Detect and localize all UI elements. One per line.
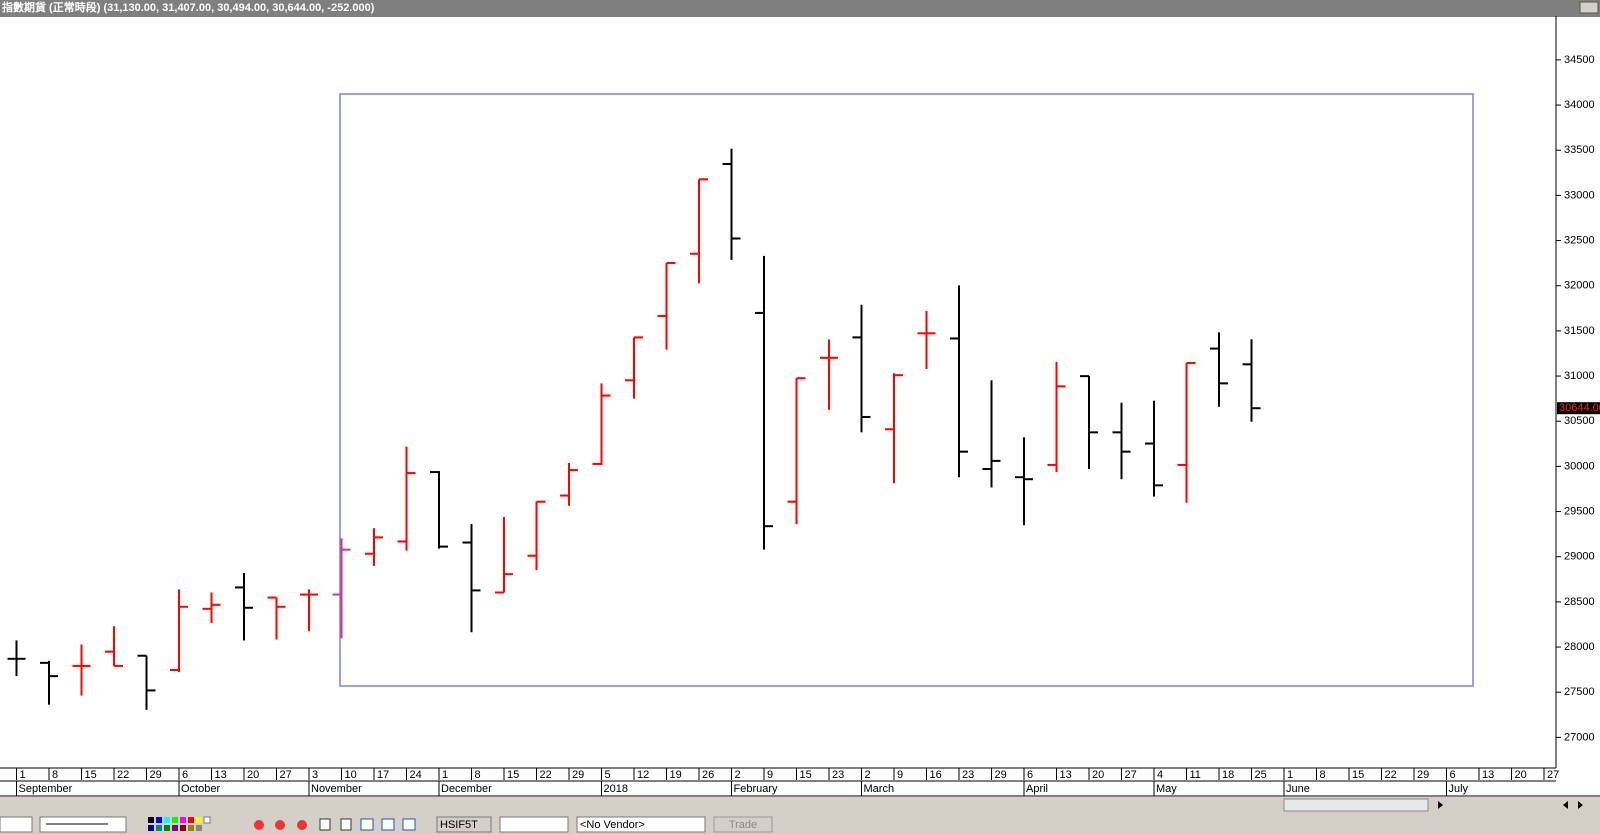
month-label: October [181, 783, 220, 795]
x-tick-label: 29 [995, 769, 1007, 781]
x-tick-label: 25 [1255, 769, 1267, 781]
month-label: 2018 [604, 783, 628, 795]
y-tick-label: 30000 [1564, 460, 1595, 472]
x-tick-label: 2 [865, 769, 871, 781]
y-tick-label: 32000 [1564, 280, 1595, 292]
x-tick-label: 1 [20, 769, 26, 781]
vendor-text: <No Vendor> [580, 819, 645, 831]
month-label: September [19, 783, 73, 795]
x-tick-label: 29 [572, 769, 584, 781]
chart-title: 指數期貨 (正常時段) (31,130.00, 31,407.00, 30,49… [2, 0, 375, 14]
x-tick-label: 16 [930, 769, 942, 781]
x-tick-label: 15 [1352, 769, 1364, 781]
title-bar [0, 0, 1600, 15]
x-tick-label: 15 [507, 769, 519, 781]
month-label: July [1449, 783, 1469, 795]
scroll-left-arrow[interactable] [1563, 801, 1568, 809]
interval-select[interactable] [499, 816, 569, 833]
x-tick-label: 13 [215, 769, 227, 781]
x-tick-label: 20 [1515, 769, 1527, 781]
x-tick-label: 27 [280, 769, 292, 781]
x-tick-label: 22 [540, 769, 552, 781]
month-label: December [441, 783, 492, 795]
y-tick-label: 30500 [1564, 415, 1595, 427]
x-tick-label: 18 [1222, 769, 1234, 781]
x-tick-label: 13 [1060, 769, 1072, 781]
x-tick-label: 6 [182, 769, 188, 781]
y-tick-label: 31500 [1564, 325, 1595, 337]
month-label: April [1026, 783, 1048, 795]
y-tick-label: 27000 [1564, 731, 1595, 743]
style-select[interactable] [0, 816, 33, 833]
x-tick-label: 11 [1190, 769, 1201, 781]
x-tick-label: 5 [605, 769, 611, 781]
x-tick-label: 1 [1287, 769, 1293, 781]
scroll-right-arrow[interactable] [1578, 801, 1583, 809]
y-tick-label: 27500 [1564, 686, 1595, 698]
scroll-right[interactable] [1438, 801, 1443, 809]
x-tick-label: 10 [345, 769, 357, 781]
x-tick-label: 1 [442, 769, 448, 781]
x-tick-label: 23 [832, 769, 844, 781]
trade-button[interactable] [713, 816, 773, 833]
month-label: November [311, 783, 362, 795]
x-tick-label: 22 [1385, 769, 1397, 781]
scroll-bar[interactable] [0, 797, 1600, 813]
x-tick-label: 20 [247, 769, 259, 781]
x-tick-label: 13 [1482, 769, 1494, 781]
x-tick-label: 26 [702, 769, 714, 781]
x-tick-label: 2 [735, 769, 741, 781]
tool-icons[interactable] [254, 818, 416, 831]
x-tick-label: 27 [1547, 769, 1559, 781]
x-tick-label: 17 [377, 769, 389, 781]
x-tick-label: 19 [670, 769, 682, 781]
y-tick-label: 28000 [1564, 641, 1595, 653]
x-tick-label: 20 [1092, 769, 1104, 781]
trade-text: Trade [729, 819, 757, 831]
month-label: March [864, 783, 895, 795]
x-tick-label: 8 [52, 769, 58, 781]
x-tick-label: 4 [1157, 769, 1163, 781]
month-label: June [1286, 783, 1310, 795]
color-palette[interactable] [148, 816, 211, 831]
y-tick-label: 29500 [1564, 505, 1595, 517]
x-tick-label: 8 [1320, 769, 1326, 781]
symbol-text: HSIF5T [440, 819, 478, 831]
y-tick-label: 28500 [1564, 596, 1595, 608]
x-tick-label: 29 [1417, 769, 1429, 781]
y-tick-label: 34500 [1564, 54, 1595, 66]
scroll-thumb[interactable] [1283, 798, 1429, 812]
symbol-box[interactable] [436, 816, 492, 833]
month-label: May [1156, 783, 1177, 795]
y-tick-label: 33000 [1564, 189, 1595, 201]
vendor-select[interactable] [576, 816, 706, 833]
last-price-label: 30644.00 [1559, 402, 1600, 414]
scroll-buttons [1438, 801, 1583, 809]
x-tick-label: 9 [767, 769, 773, 781]
x-tick-label: 29 [150, 769, 162, 781]
x-tick-label: 24 [410, 769, 422, 781]
selection-box[interactable] [339, 93, 1474, 687]
y-tick-label: 32500 [1564, 234, 1595, 246]
month-label: February [734, 783, 779, 795]
x-tick-label: 9 [897, 769, 903, 781]
last-price-box [1557, 402, 1600, 415]
y-tick-label: 34000 [1564, 99, 1595, 111]
y-tick-label: 29000 [1564, 551, 1595, 563]
x-tick-label: 22 [117, 769, 129, 781]
y-tick-label: 31000 [1564, 370, 1595, 382]
x-tick-label: 27 [1125, 769, 1137, 781]
x-tick-label: 23 [962, 769, 974, 781]
x-tick-label: 6 [1450, 769, 1456, 781]
x-tick-label: 15 [800, 769, 812, 781]
toolbar [0, 813, 1600, 834]
x-tick-label: 12 [637, 769, 649, 781]
y-tick-label: 33500 [1564, 144, 1595, 156]
window-button[interactable] [1579, 1, 1599, 14]
x-tick-label: 15 [85, 769, 97, 781]
x-tick-label: 6 [1027, 769, 1033, 781]
x-tick-label: 8 [475, 769, 481, 781]
x-tick-label: 3 [312, 769, 318, 781]
